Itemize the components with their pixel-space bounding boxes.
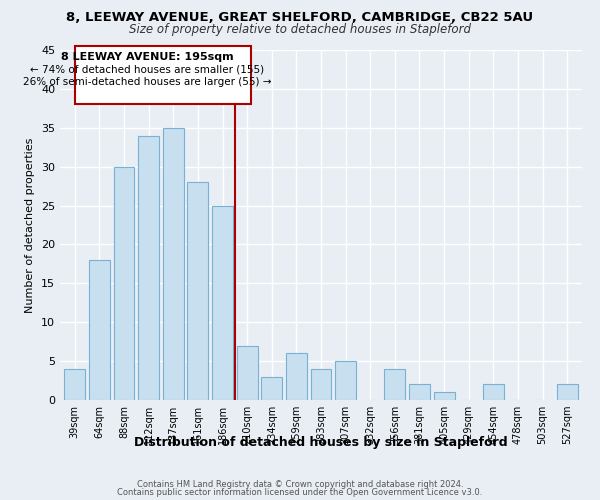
Y-axis label: Number of detached properties: Number of detached properties [25, 138, 35, 312]
Text: Distribution of detached houses by size in Stapleford: Distribution of detached houses by size … [134, 436, 508, 449]
Bar [557, 384, 578, 400]
Bar [89, 260, 110, 400]
FancyBboxPatch shape [74, 46, 251, 104]
Text: Size of property relative to detached houses in Stapleford: Size of property relative to detached ho… [129, 22, 471, 36]
Bar [236, 346, 257, 400]
Bar [187, 182, 208, 400]
Bar [261, 376, 282, 400]
Bar [212, 206, 233, 400]
Bar [163, 128, 184, 400]
Text: 8 LEEWAY AVENUE: 195sqm: 8 LEEWAY AVENUE: 195sqm [61, 52, 234, 62]
Bar [385, 369, 406, 400]
Bar [311, 369, 331, 400]
Text: Contains public sector information licensed under the Open Government Licence v3: Contains public sector information licen… [118, 488, 482, 497]
Bar [409, 384, 430, 400]
Text: 8, LEEWAY AVENUE, GREAT SHELFORD, CAMBRIDGE, CB22 5AU: 8, LEEWAY AVENUE, GREAT SHELFORD, CAMBRI… [67, 11, 533, 24]
Bar [483, 384, 504, 400]
Text: Contains HM Land Registry data © Crown copyright and database right 2024.: Contains HM Land Registry data © Crown c… [137, 480, 463, 489]
Bar [335, 361, 356, 400]
Bar [434, 392, 455, 400]
Bar [286, 354, 307, 400]
Bar [113, 166, 134, 400]
Text: ← 74% of detached houses are smaller (155): ← 74% of detached houses are smaller (15… [31, 64, 265, 74]
Text: 26% of semi-detached houses are larger (55) →: 26% of semi-detached houses are larger (… [23, 77, 272, 87]
Bar [64, 369, 85, 400]
Bar [138, 136, 159, 400]
